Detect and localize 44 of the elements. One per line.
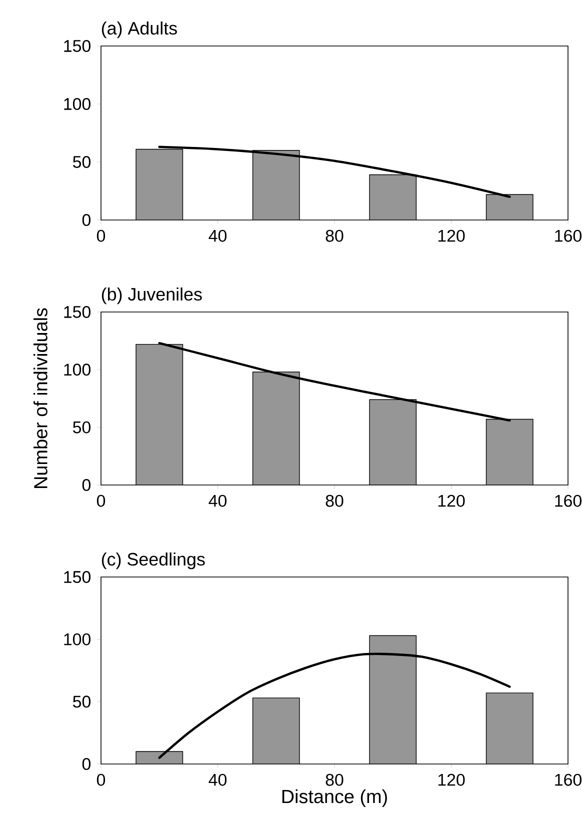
x-tick-label: 80: [326, 230, 344, 242]
x-tick-label: 160: [555, 230, 582, 242]
x-tick-label: 80: [326, 774, 344, 786]
bar: [486, 194, 534, 220]
y-tick-label: 50: [72, 421, 90, 434]
x-tick-label: 0: [96, 494, 106, 507]
y-tick-label: 0: [82, 214, 90, 226]
bar: [486, 418, 534, 485]
chart-title: (b) Juveniles: [102, 287, 202, 304]
bar: [486, 692, 534, 764]
y-tick-label: 100: [64, 98, 90, 110]
x-tick-label: 40: [208, 494, 227, 507]
x-tick-label: 40: [208, 774, 227, 786]
bar: [252, 698, 300, 764]
x-axis-title: Distance (m): [282, 789, 387, 807]
y-axis-title: Number of individuals: [34, 308, 48, 488]
y-tick-label: 150: [64, 40, 90, 52]
x-tick-label: 120: [438, 774, 465, 786]
bar: [369, 174, 417, 220]
bar: [252, 150, 300, 220]
y-tick-label: 150: [64, 306, 90, 318]
chart-title: (a) Adults: [102, 21, 177, 38]
x-tick-label: 80: [326, 494, 344, 507]
y-tick-label: 100: [64, 364, 90, 376]
bar: [136, 148, 184, 220]
y-tick-label: 100: [64, 633, 90, 646]
x-tick-label: 40: [208, 230, 227, 242]
y-tick-label: 0: [82, 758, 90, 770]
y-tick-label: 50: [72, 156, 90, 168]
line-series: [158, 652, 511, 759]
chart-title: (c) Seedlings: [102, 552, 205, 570]
x-tick-label: 160: [555, 774, 582, 786]
y-tick-label: 0: [82, 479, 90, 491]
x-tick-label: 160: [555, 494, 582, 507]
bar: [252, 372, 300, 485]
x-tick-label: 0: [96, 774, 106, 786]
y-tick-label: 50: [72, 696, 90, 708]
bar: [369, 635, 417, 764]
x-tick-label: 120: [438, 494, 465, 507]
bar: [136, 344, 184, 485]
y-tick-label: 150: [64, 571, 90, 583]
bar: [369, 399, 417, 485]
x-tick-label: 0: [96, 230, 106, 242]
x-tick-label: 120: [438, 230, 465, 242]
